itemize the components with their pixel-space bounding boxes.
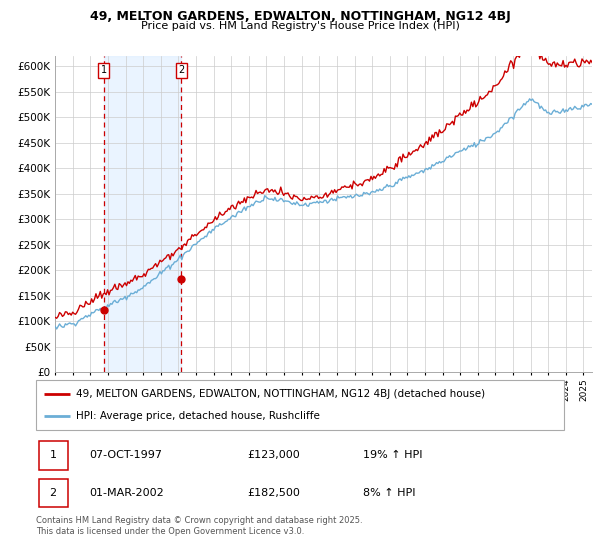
Text: Price paid vs. HM Land Registry's House Price Index (HPI): Price paid vs. HM Land Registry's House … <box>140 21 460 31</box>
Text: £182,500: £182,500 <box>247 488 300 498</box>
Bar <box>104 56 181 372</box>
Text: 8% ↑ HPI: 8% ↑ HPI <box>364 488 416 498</box>
Text: 1: 1 <box>50 450 56 460</box>
Text: 19% ↑ HPI: 19% ↑ HPI <box>364 450 423 460</box>
Text: 2: 2 <box>50 488 57 498</box>
Text: 49, MELTON GARDENS, EDWALTON, NOTTINGHAM, NG12 4BJ (detached house): 49, MELTON GARDENS, EDWALTON, NOTTINGHAM… <box>76 389 485 399</box>
Text: HPI: Average price, detached house, Rushcliffe: HPI: Average price, detached house, Rush… <box>76 410 319 421</box>
Text: 07-OCT-1997: 07-OCT-1997 <box>89 450 162 460</box>
Text: Contains HM Land Registry data © Crown copyright and database right 2025.
This d: Contains HM Land Registry data © Crown c… <box>36 516 362 536</box>
Text: 01-MAR-2002: 01-MAR-2002 <box>89 488 164 498</box>
Text: 49, MELTON GARDENS, EDWALTON, NOTTINGHAM, NG12 4BJ: 49, MELTON GARDENS, EDWALTON, NOTTINGHAM… <box>89 10 511 23</box>
Bar <box>38 479 68 507</box>
Text: 1: 1 <box>101 65 107 75</box>
Text: £123,000: £123,000 <box>247 450 300 460</box>
Bar <box>38 441 68 469</box>
Text: 2: 2 <box>178 65 185 75</box>
